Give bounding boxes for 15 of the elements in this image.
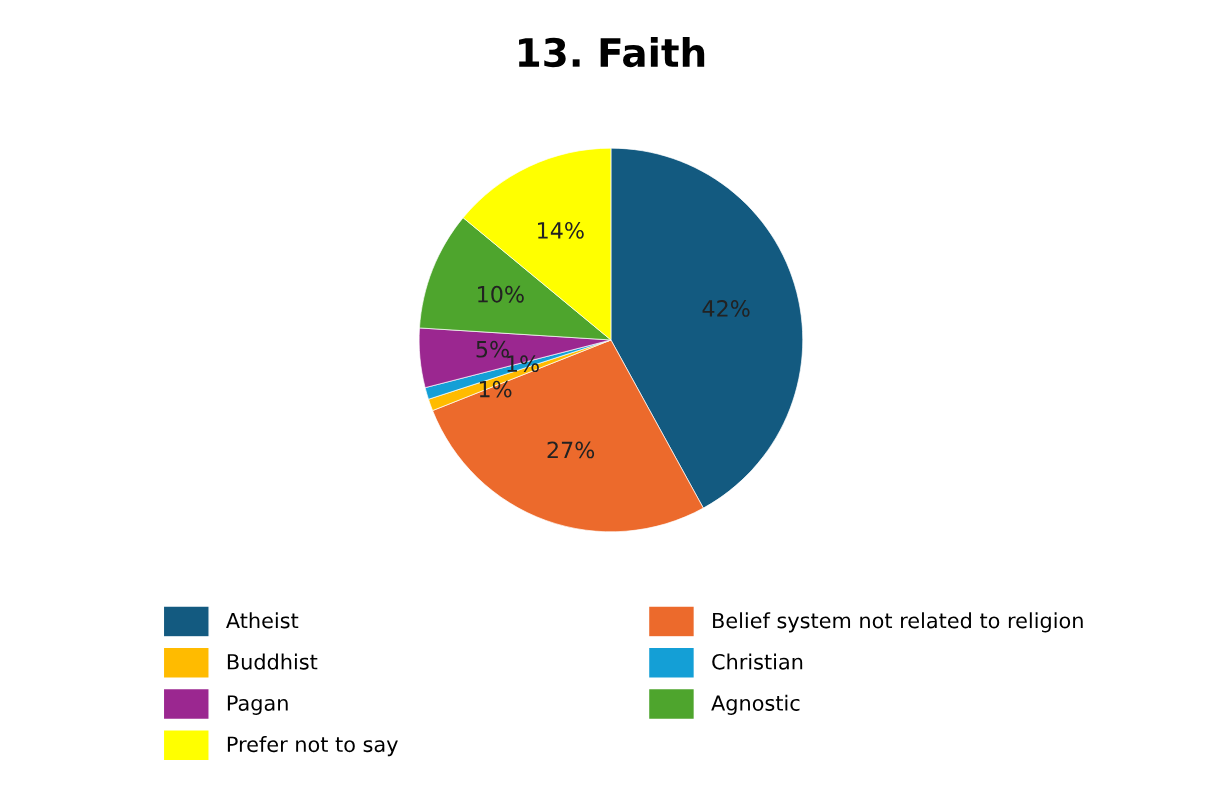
data-label: 1% bbox=[507, 355, 539, 373]
legend-label: Belief system not related to religion bbox=[713, 612, 1083, 633]
data-label: 42% bbox=[702, 300, 750, 317]
data-label: 14% bbox=[538, 221, 584, 239]
legend-label: Christian bbox=[712, 653, 803, 670]
legend-label: Agnostic bbox=[711, 694, 800, 715]
legend-label: Pagan bbox=[227, 695, 288, 715]
chart-title: 13. Faith bbox=[519, 37, 705, 68]
data-label: 27% bbox=[547, 441, 595, 459]
data-label: 10% bbox=[478, 285, 524, 303]
legend-label: Buddhist bbox=[227, 653, 318, 670]
data-label: 5% bbox=[476, 340, 509, 358]
legend-label: Atheist bbox=[226, 612, 299, 629]
legend-label: Prefer not to say bbox=[227, 736, 398, 757]
data-label: 1% bbox=[479, 380, 512, 398]
